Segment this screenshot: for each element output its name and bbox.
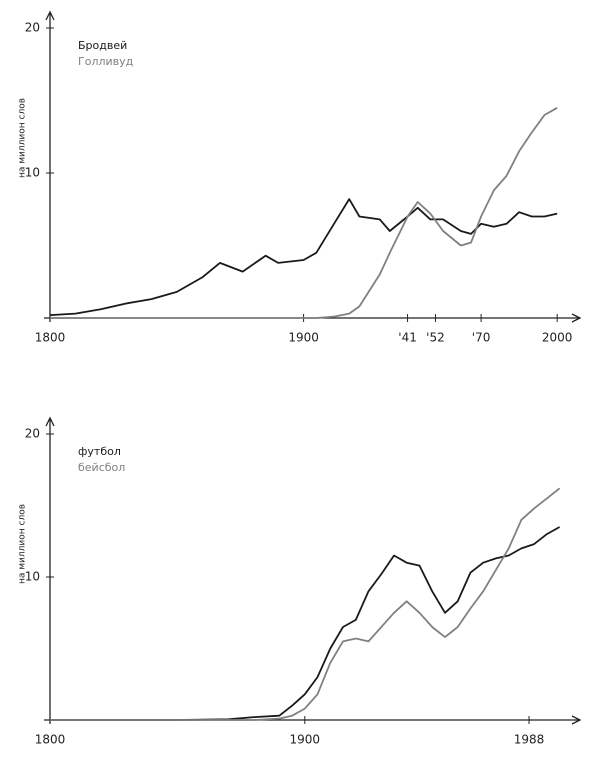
legend-label: Бродвей [78,39,127,52]
y-tick-label: 20 [25,427,40,441]
x-tick-label: '70 [472,331,491,345]
series-line [50,487,561,721]
y-tick-label: 10 [25,570,40,584]
x-tick-label: '41 [398,331,417,345]
x-tick-label: 1800 [35,733,66,747]
series-line [49,198,558,316]
y-axis [45,416,55,724]
legend-label: бейсбол [78,461,125,474]
y-axis-label: на миллион слов [18,504,28,584]
y-axis-label: на миллион слов [18,98,28,178]
legend-label: Голливуд [78,55,134,68]
y-tick-label: 20 [25,21,40,35]
x-tick-label: 1900 [288,331,319,345]
y-tick-label: 10 [25,166,40,180]
x-tick-label: 2000 [542,331,573,345]
x-tick-label: 1800 [35,331,66,345]
series-line [50,107,558,319]
y-axis [45,10,55,322]
x-tick-label: '52 [426,331,445,345]
series-line [50,526,561,721]
legend-label: футбол [78,445,121,458]
x-tick-label: 1900 [290,733,321,747]
x-tick-label: 1988 [514,733,545,747]
